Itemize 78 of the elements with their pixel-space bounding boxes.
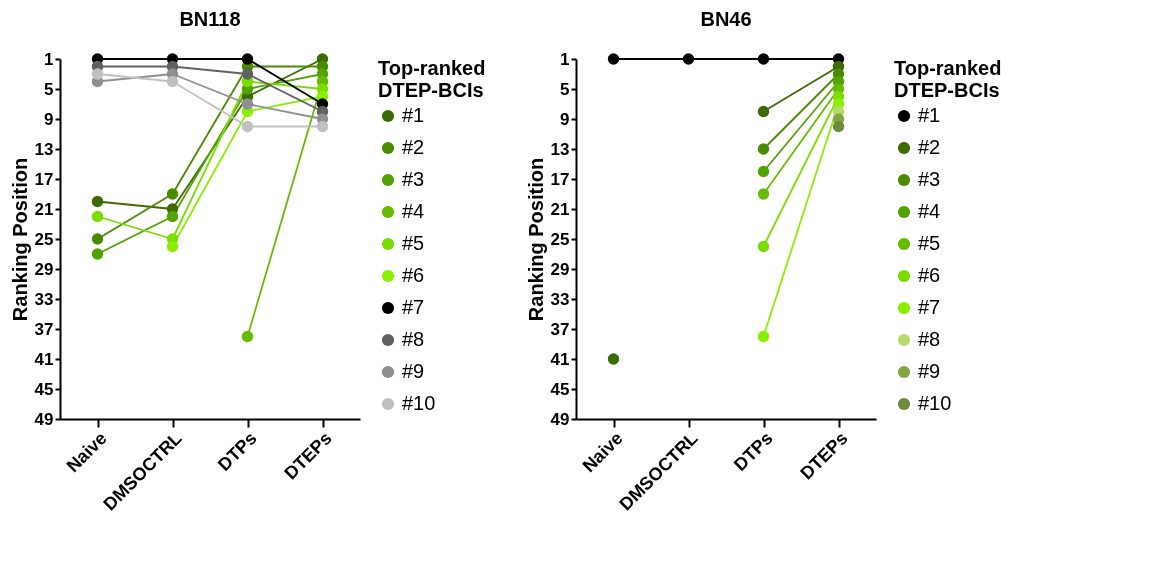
- point: [832, 120, 845, 133]
- legend-label: #2: [402, 136, 425, 158]
- point: [241, 120, 254, 133]
- point: [91, 248, 104, 260]
- y-tick-label: 41: [34, 349, 54, 369]
- y-tick-label: 9: [560, 109, 570, 129]
- point: [91, 210, 104, 223]
- y-tick-label: 25: [34, 229, 54, 249]
- point: [757, 240, 770, 253]
- y-tick-label: 33: [550, 289, 570, 309]
- y-tick-label: 37: [550, 319, 570, 339]
- y-tick-label: 49: [34, 409, 54, 429]
- point: [241, 53, 254, 65]
- point: [166, 75, 179, 88]
- legend-label: #10: [402, 392, 436, 414]
- point: [757, 105, 770, 118]
- y-axis-title: Ranking Position: [524, 157, 547, 322]
- legend-title: Top-ranked DTEP-BCIs: [378, 57, 486, 101]
- legend-label: #5: [402, 232, 425, 254]
- legend-label: #6: [402, 264, 425, 286]
- y-tick-label: 29: [550, 259, 570, 279]
- legend-label: #9: [918, 360, 941, 382]
- y-tick-label: 49: [550, 409, 570, 429]
- point: [166, 210, 179, 223]
- point: [682, 53, 695, 65]
- legend-label: #8: [402, 328, 425, 350]
- point: [757, 188, 770, 200]
- y-tick-label: 45: [550, 379, 570, 399]
- point: [607, 53, 620, 65]
- y-tick-label: 17: [34, 169, 54, 189]
- legend-label: #5: [918, 232, 941, 254]
- point: [757, 53, 770, 65]
- legend-label: #3: [918, 168, 941, 190]
- y-tick-label: 25: [550, 229, 570, 249]
- point: [241, 98, 254, 110]
- point: [91, 233, 104, 245]
- y-tick-label: 17: [550, 169, 570, 189]
- y-tick-label: 5: [44, 79, 54, 99]
- legend-label: #7: [402, 296, 425, 318]
- y-tick-label: 1: [44, 49, 54, 69]
- y-tick-label: 29: [34, 259, 54, 279]
- legend-label: #7: [918, 296, 941, 318]
- point: [607, 353, 620, 365]
- point: [757, 165, 770, 178]
- chart-title: BN46: [700, 8, 752, 30]
- y-tick-label: 9: [44, 109, 54, 129]
- y-axis-title: Ranking Position: [8, 157, 31, 322]
- point: [757, 330, 770, 343]
- y-tick-label: 1: [560, 49, 570, 69]
- point: [316, 120, 329, 133]
- legend-label: #9: [402, 360, 425, 382]
- legend-label: #1: [402, 104, 425, 126]
- legend-label: #1: [918, 104, 941, 126]
- point: [241, 330, 254, 343]
- legend-label: #4: [402, 200, 425, 222]
- legend-label: #2: [918, 136, 941, 158]
- y-tick-label: 33: [34, 289, 54, 309]
- legend-label: #10: [918, 392, 952, 414]
- y-tick-label: 41: [550, 349, 570, 369]
- point: [166, 188, 179, 200]
- point: [757, 143, 770, 155]
- y-tick-label: 37: [34, 319, 54, 339]
- y-tick-label: 21: [34, 199, 54, 219]
- legend-label: #8: [918, 328, 941, 350]
- point: [91, 68, 104, 80]
- point: [166, 240, 179, 253]
- legend-label: #4: [918, 200, 941, 222]
- y-tick-label: 5: [560, 79, 570, 99]
- point: [241, 68, 254, 80]
- y-tick-label: 21: [550, 199, 570, 219]
- legend-label: #3: [402, 168, 425, 190]
- legend-title: Top-ranked DTEP-BCIs: [894, 57, 1002, 101]
- legend-label: #6: [918, 264, 941, 286]
- y-tick-label: 45: [34, 379, 54, 399]
- y-tick-label: 13: [34, 139, 54, 159]
- point: [91, 195, 104, 208]
- chart-title: BN118: [179, 8, 241, 30]
- y-tick-label: 13: [550, 139, 570, 159]
